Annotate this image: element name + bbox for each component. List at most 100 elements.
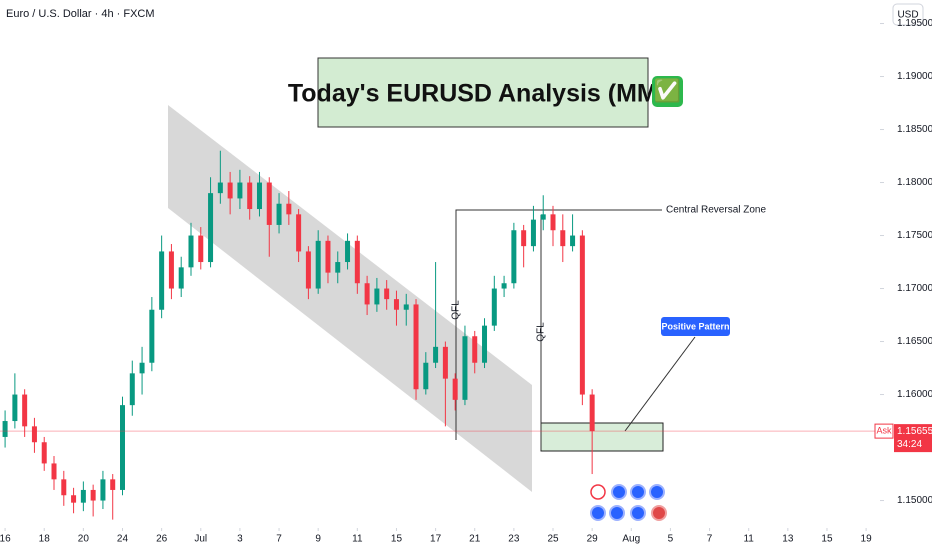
- candle-body: [256, 182, 262, 210]
- candle-body: [12, 394, 18, 422]
- event-icon: [630, 505, 646, 521]
- candle-body: [110, 479, 116, 490]
- ask-tag: Ask: [876, 425, 892, 435]
- candle-body: [178, 267, 184, 289]
- currency-button[interactable]: [892, 3, 924, 26]
- candle-body: [296, 214, 302, 252]
- candle-body: [188, 235, 194, 268]
- x-tick-label: 15: [391, 534, 403, 545]
- candle-body: [208, 193, 214, 263]
- x-tick-label: 13: [782, 534, 794, 545]
- candle-body: [266, 182, 272, 225]
- candle-body: [247, 182, 253, 210]
- candle-body: [100, 479, 106, 501]
- x-tick-label: 19: [861, 534, 873, 545]
- annotation: Positive Pattern: [661, 321, 729, 331]
- x-tick-label: 26: [156, 534, 168, 545]
- y-tick-label: 1.18500: [897, 124, 932, 135]
- title-icon-box: [652, 76, 683, 107]
- candle-body: [51, 463, 57, 480]
- candle-body: [482, 325, 488, 363]
- y-tick-label: 1.16500: [897, 336, 932, 347]
- candle-body: [433, 346, 439, 363]
- annotation: QFL: [451, 300, 462, 320]
- candle-body: [423, 362, 429, 390]
- event-icon: [649, 484, 665, 500]
- countdown: 34:24: [897, 439, 922, 450]
- x-tick-label: 16: [0, 534, 11, 545]
- price-label-box: [894, 424, 932, 453]
- candle-body: [354, 240, 360, 284]
- price-label: 1.15655: [897, 426, 932, 437]
- candle-body: [452, 378, 458, 400]
- x-tick-label: 24: [117, 534, 129, 545]
- candle-body: [472, 336, 478, 363]
- x-tick-label: 21: [469, 534, 481, 545]
- event-icon: [590, 505, 606, 521]
- candle-body: [129, 373, 135, 406]
- event-icon: [590, 484, 606, 500]
- reversal-line: [455, 209, 662, 440]
- candle-body: [71, 495, 77, 503]
- candle-body: [384, 288, 390, 300]
- demand-zone: [540, 422, 664, 452]
- candle-body: [530, 219, 536, 247]
- candle-body: [159, 251, 165, 310]
- candle-body: [61, 479, 67, 496]
- x-tick-label: 20: [78, 534, 90, 545]
- x-tick-label: 25: [547, 534, 559, 545]
- x-tick-label: 3: [237, 534, 243, 545]
- candle-body: [227, 182, 233, 199]
- candle-body: [168, 251, 174, 289]
- candle-body: [374, 288, 380, 305]
- event-icons: [590, 484, 667, 521]
- candle-body: [119, 405, 125, 490]
- candle-body: [462, 336, 468, 400]
- x-tick-label: 11: [352, 534, 363, 545]
- y-tick-label: 1.16000: [897, 389, 932, 400]
- ask-tag-box: [874, 423, 894, 439]
- candle-body: [149, 309, 155, 363]
- y-tick-label: 1.19500: [897, 18, 932, 29]
- y-tick-label: 1.17500: [897, 230, 932, 241]
- candle-body: [393, 299, 399, 310]
- candle-body: [540, 214, 546, 220]
- candle-body: [491, 288, 497, 326]
- title-box: [317, 57, 649, 128]
- candle-body: [364, 283, 370, 305]
- x-tick-label: 15: [821, 534, 833, 545]
- candle-body: [305, 251, 311, 289]
- x-tick-label: 29: [587, 534, 599, 545]
- x-tick-label: 9: [315, 534, 321, 545]
- x-tick-label: 18: [39, 534, 51, 545]
- event-icon: [630, 484, 646, 500]
- x-tick-label: 23: [508, 534, 520, 545]
- annotation: QFL: [536, 322, 547, 342]
- candle-body: [286, 203, 292, 215]
- y-tick-label: 1.15000: [897, 495, 932, 506]
- candle-body: [139, 362, 145, 374]
- title-icon: ✅: [654, 78, 681, 103]
- candle-body: [570, 235, 576, 247]
- candle-body: [325, 240, 331, 273]
- x-tick-label: 7: [276, 534, 282, 545]
- event-icon: [609, 505, 625, 521]
- candle-body: [560, 230, 566, 247]
- candle-body: [511, 230, 517, 284]
- candle-body: [442, 346, 448, 379]
- candle-body: [90, 489, 96, 501]
- chart-title: Today's EURUSD Analysis (MMC): [288, 80, 684, 108]
- annotation: Central Reversal Zone: [666, 205, 766, 216]
- candle-body: [276, 203, 282, 225]
- candle-body: [345, 240, 351, 263]
- x-tick-label: 7: [707, 534, 713, 545]
- candle-body: [403, 304, 409, 310]
- candle-body: [315, 240, 321, 289]
- candle-body: [589, 394, 595, 432]
- currency[interactable]: USD: [897, 10, 918, 21]
- candle-body: [501, 283, 507, 289]
- candle-body: [2, 421, 8, 437]
- candle-body: [237, 182, 243, 199]
- pattern-pointer: [624, 336, 696, 432]
